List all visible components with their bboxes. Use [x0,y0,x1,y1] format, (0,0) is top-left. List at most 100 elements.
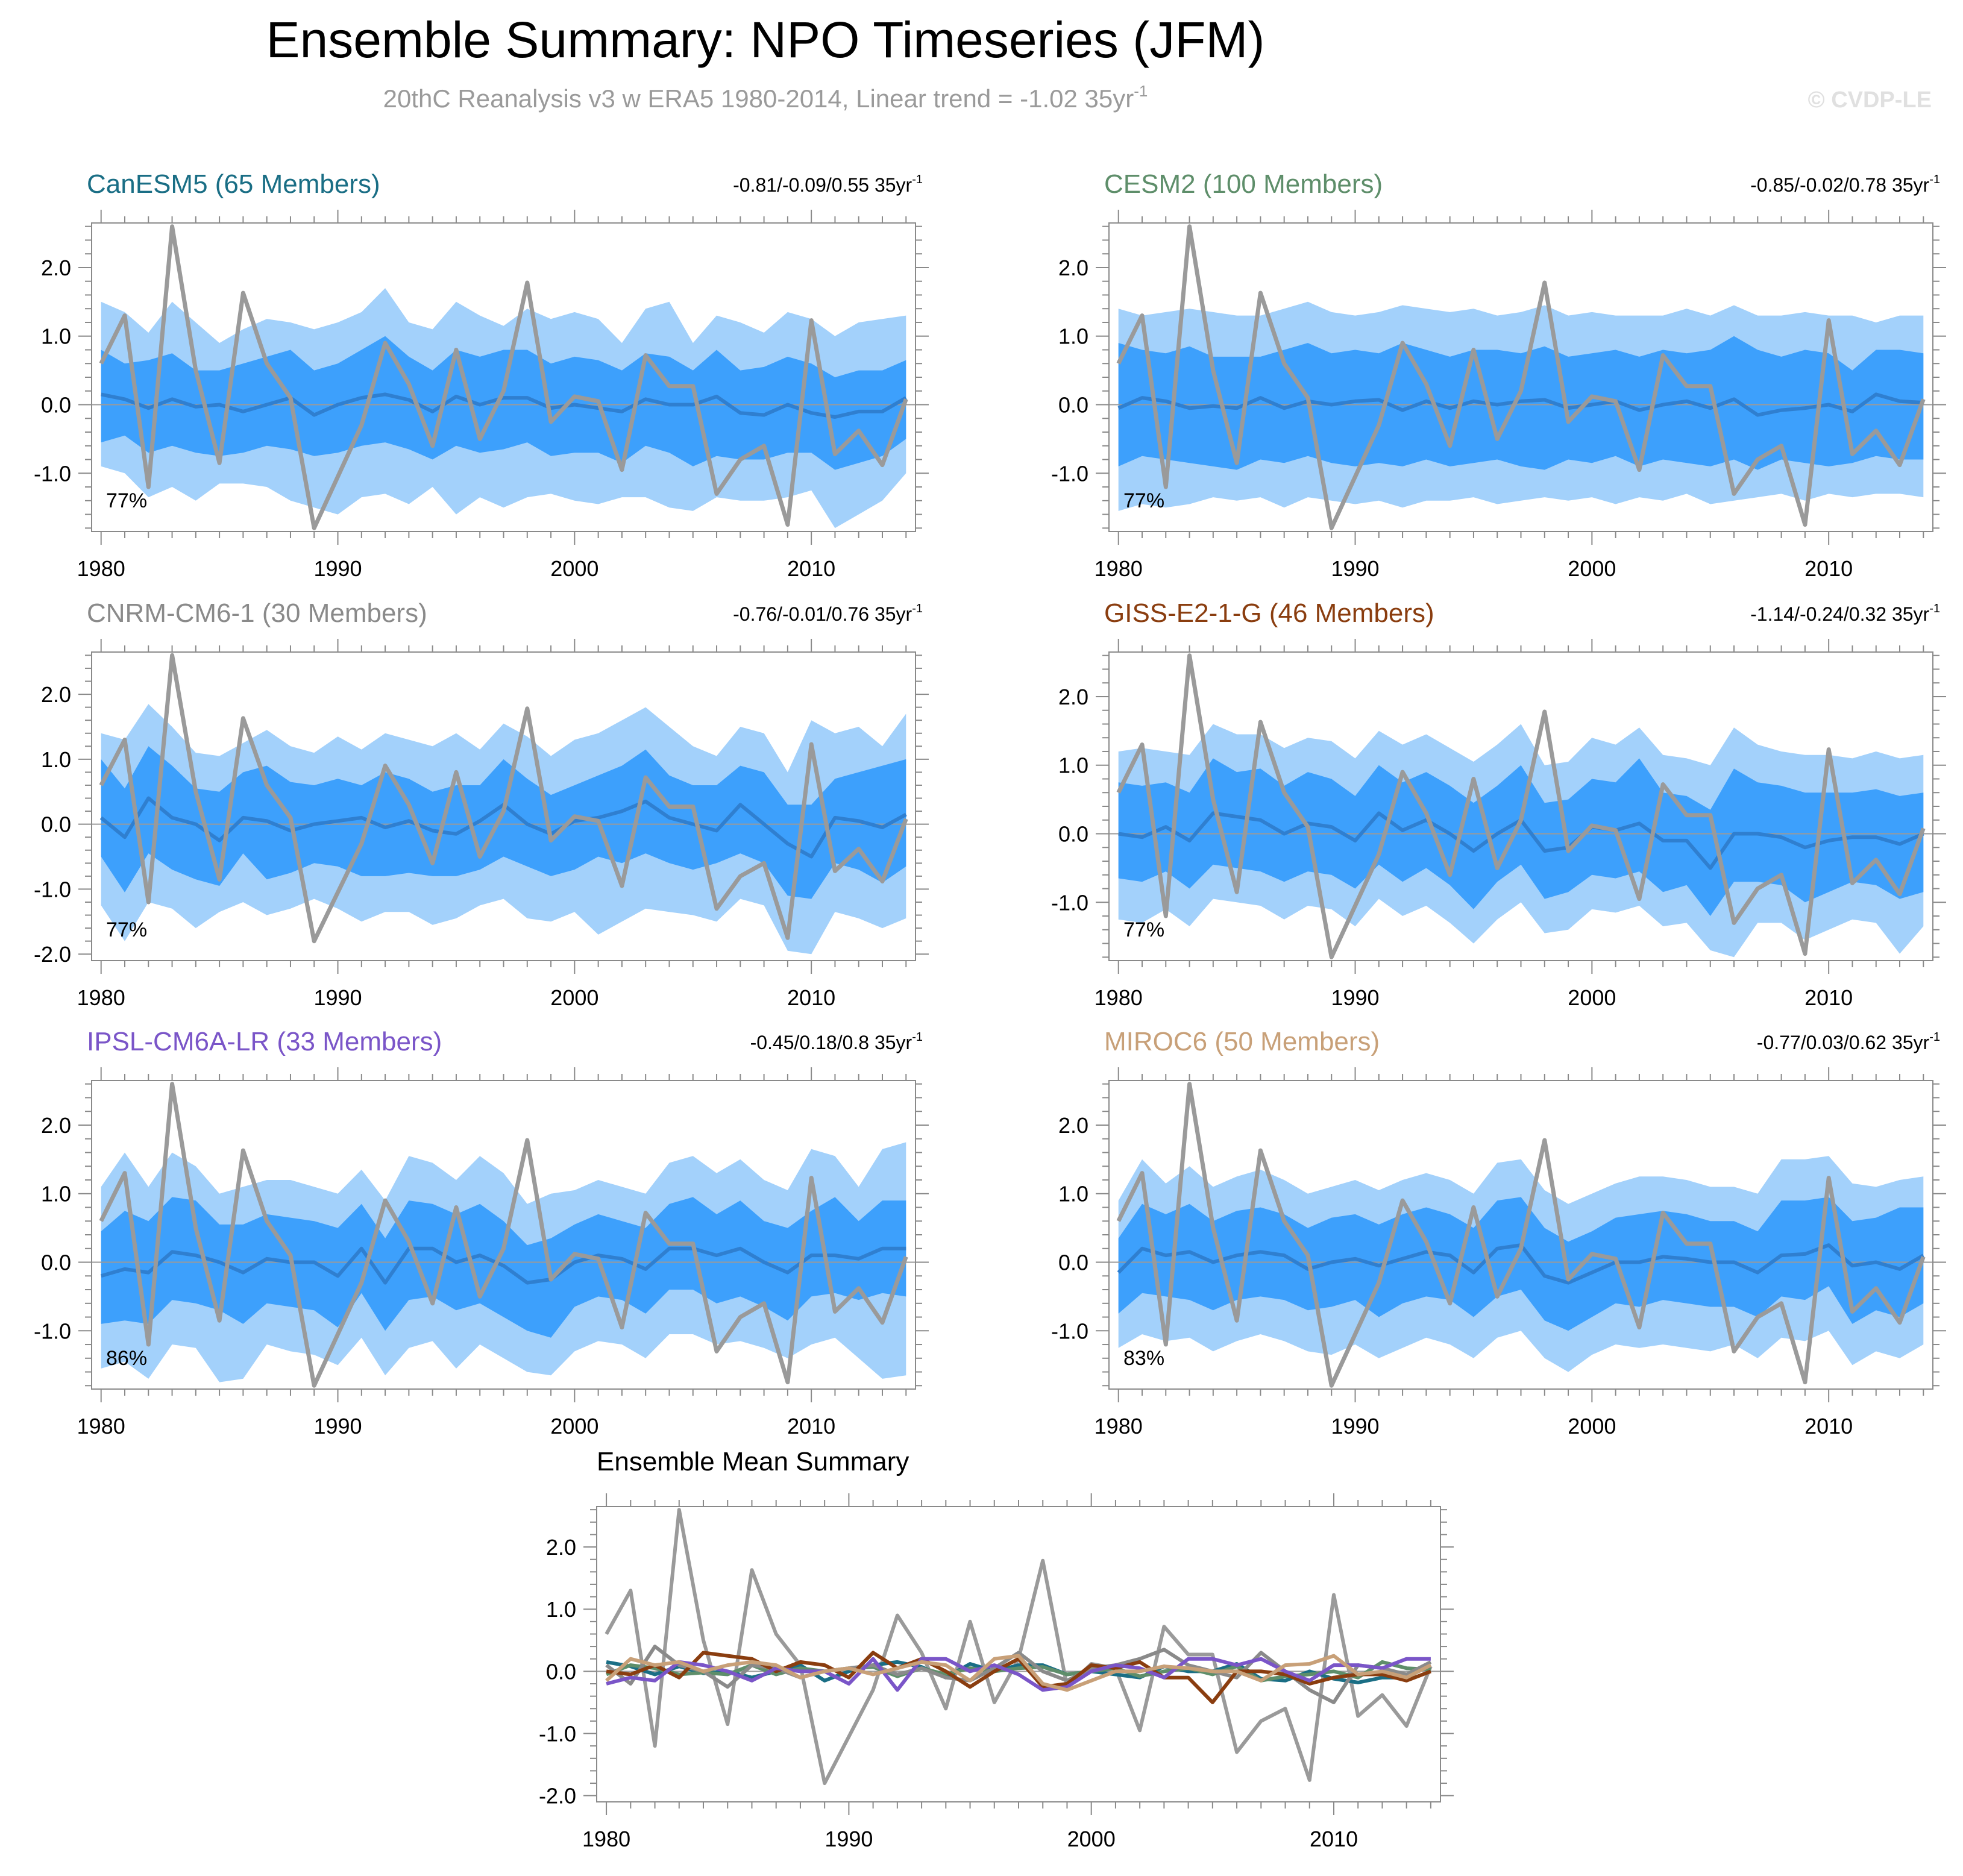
ensemble-mean-line [1117,392,1924,417]
x-tick-label: 2000 [550,985,598,1010]
credit-label: © CVDP-LE [1808,87,1932,113]
trend-text: -0.76/-0.01/0.76 35yr [733,603,912,625]
trend-text: -0.85/-0.02/0.78 35yr [1750,174,1929,196]
x-tick-label: 2010 [787,1414,835,1438]
x-tick-label: 1990 [824,1827,873,1851]
y-tick-label: 2.0 [41,1113,71,1138]
y-tick-label: 0.0 [1058,393,1088,418]
panel-title: CNRM-CM6-1 (30 Members) [87,598,427,628]
y-tick-label: 0.0 [546,1659,576,1684]
observed-line [99,224,908,530]
x-tick-label: 1990 [313,556,362,581]
trend-sup: -1 [1929,1031,1940,1044]
x-tick-label: 1990 [1331,985,1379,1010]
x-tick-label: 2010 [1310,1827,1358,1851]
y-tick-label: 0.0 [1058,822,1088,847]
x-tick-label: 1990 [1331,556,1379,581]
panel-title: MIROC6 (50 Members) [1104,1027,1380,1056]
y-tick-label: 1.0 [1058,753,1088,778]
y-tick-label: -2.0 [34,942,71,967]
y-tick-label: 1.0 [41,324,71,349]
trend-label: -0.76/-0.01/0.76 35yr-1 [733,602,923,625]
percent-label: 77% [106,489,147,512]
x-tick-label: 1980 [77,556,125,581]
panel-giss-e2-1-g: 2.0 1.0 0.0 -1.0 1980 1990 2000 2010 GISS-E2-1-G… [1051,598,1946,1010]
trend-label: -0.45/0.18/0.8 35yr-1 [750,1031,923,1053]
trend-sup: -1 [912,602,923,615]
x-tick-label: 1990 [313,985,362,1010]
observed-line [99,653,908,944]
trend-sup: -1 [1929,173,1940,186]
trend-sup: -1 [912,173,923,186]
percent-label: 77% [1123,918,1164,941]
trend-text: -1.14/-0.24/0.32 35yr [1750,603,1929,625]
y-tick-label: -1.0 [34,877,71,902]
x-tick-label: 2000 [550,1414,598,1438]
model-mean-line-giss-e2-1-g [606,1651,1431,1704]
y-tick-label: 2.0 [546,1535,576,1560]
trend-label: -0.85/-0.02/0.78 35yr-1 [1750,173,1940,196]
panel-title: CESM2 (100 Members) [1104,169,1383,199]
ensemble-mean-line [100,1246,906,1285]
model-mean-line-miroc6 [605,1654,1432,1692]
x-tick-label: 1980 [582,1827,630,1851]
panel-title: IPSL-CM6A-LR (33 Members) [87,1027,442,1056]
trend-label: -0.81/-0.09/0.55 35yr-1 [733,173,923,196]
y-tick-label: 1.0 [41,1182,71,1206]
y-tick-label: 2.0 [1058,685,1088,709]
panel-miroc6: 2.0 1.0 0.0 -1.0 1980 1990 2000 2010 MIROC6 (50 … [1051,1027,1946,1438]
trend-text: -0.45/0.18/0.8 35yr [750,1032,912,1053]
x-tick-label: 2010 [787,556,835,581]
y-tick-label: 0.0 [41,1250,71,1275]
observed-line [1116,1082,1926,1388]
x-tick-label: 1980 [1095,1414,1143,1438]
figure-title: Ensemble Summary: NPO Timeseries (JFM) [266,11,1265,68]
percent-label: 77% [106,918,147,941]
y-tick-label: -1.0 [34,461,71,486]
x-tick-label: 1980 [77,985,125,1010]
x-tick-label: 2000 [1568,1414,1616,1438]
trend-label: -1.14/-0.24/0.32 35yr-1 [1750,602,1940,625]
y-tick-label: 0.0 [1058,1250,1088,1275]
x-tick-label: 1980 [1095,985,1143,1010]
y-tick-label: -1.0 [1051,1319,1088,1343]
figure-subtitle: 20thC Reanalysis v3 w ERA5 1980-2014, Li… [383,82,1148,113]
panel-cesm2: 2.0 1.0 0.0 -1.0 1980 1990 2000 2010 CESM2 (100 … [1051,169,1946,581]
x-tick-label: 2000 [550,556,598,581]
y-tick-label: -1.0 [1051,461,1088,486]
trend-sup: -1 [912,1031,923,1044]
percent-label: 86% [106,1347,147,1370]
model-mean-line-ipsl-cm6a-lr [606,1657,1431,1692]
x-tick-label: 2010 [787,985,835,1010]
y-tick-label: 2.0 [1058,256,1088,280]
x-tick-label: 1980 [1095,556,1143,581]
summary-title: Ensemble Mean Summary [597,1447,909,1476]
x-tick-label: 2000 [1568,985,1616,1010]
x-tick-label: 2010 [1804,985,1853,1010]
y-tick-label: -1.0 [34,1319,71,1343]
panel-canesm5: 2.0 1.0 0.0 -1.0 1980 1990 2000 2010 CanESM5 (65… [34,169,929,581]
y-tick-label: 1.0 [1058,1182,1088,1206]
observed-line [605,1508,1433,1786]
trend-text: -0.77/0.03/0.62 35yr [1757,1032,1930,1053]
panel-title: GISS-E2-1-G (46 Members) [1104,598,1434,628]
panel-ipsl-cm6a-lr: 2.0 1.0 0.0 -1.0 1980 1990 2000 2010 IPSL-CM6A-L… [34,1027,929,1438]
x-tick-label: 1980 [77,1414,125,1438]
y-tick-label: -2.0 [539,1784,576,1809]
panel-group: 2.0 1.0 0.0 -1.0 1980 1990 2000 2010 CanESM5 (65… [34,169,1946,1438]
observed-line [1116,224,1926,530]
trend-text: -0.81/-0.09/0.55 35yr [733,174,912,196]
y-tick-label: 0.0 [41,812,71,837]
y-tick-label: 0.0 [41,393,71,418]
y-tick-label: -1.0 [1051,890,1088,915]
y-tick-label: -1.0 [539,1722,576,1746]
x-tick-label: 1990 [1331,1414,1379,1438]
y-tick-label: 1.0 [41,747,71,772]
observed-line [1116,653,1926,959]
x-tick-label: 2000 [1568,556,1616,581]
y-tick-label: 2.0 [41,682,71,707]
trend-sup: -1 [1929,602,1940,615]
percent-label: 83% [1123,1347,1164,1370]
